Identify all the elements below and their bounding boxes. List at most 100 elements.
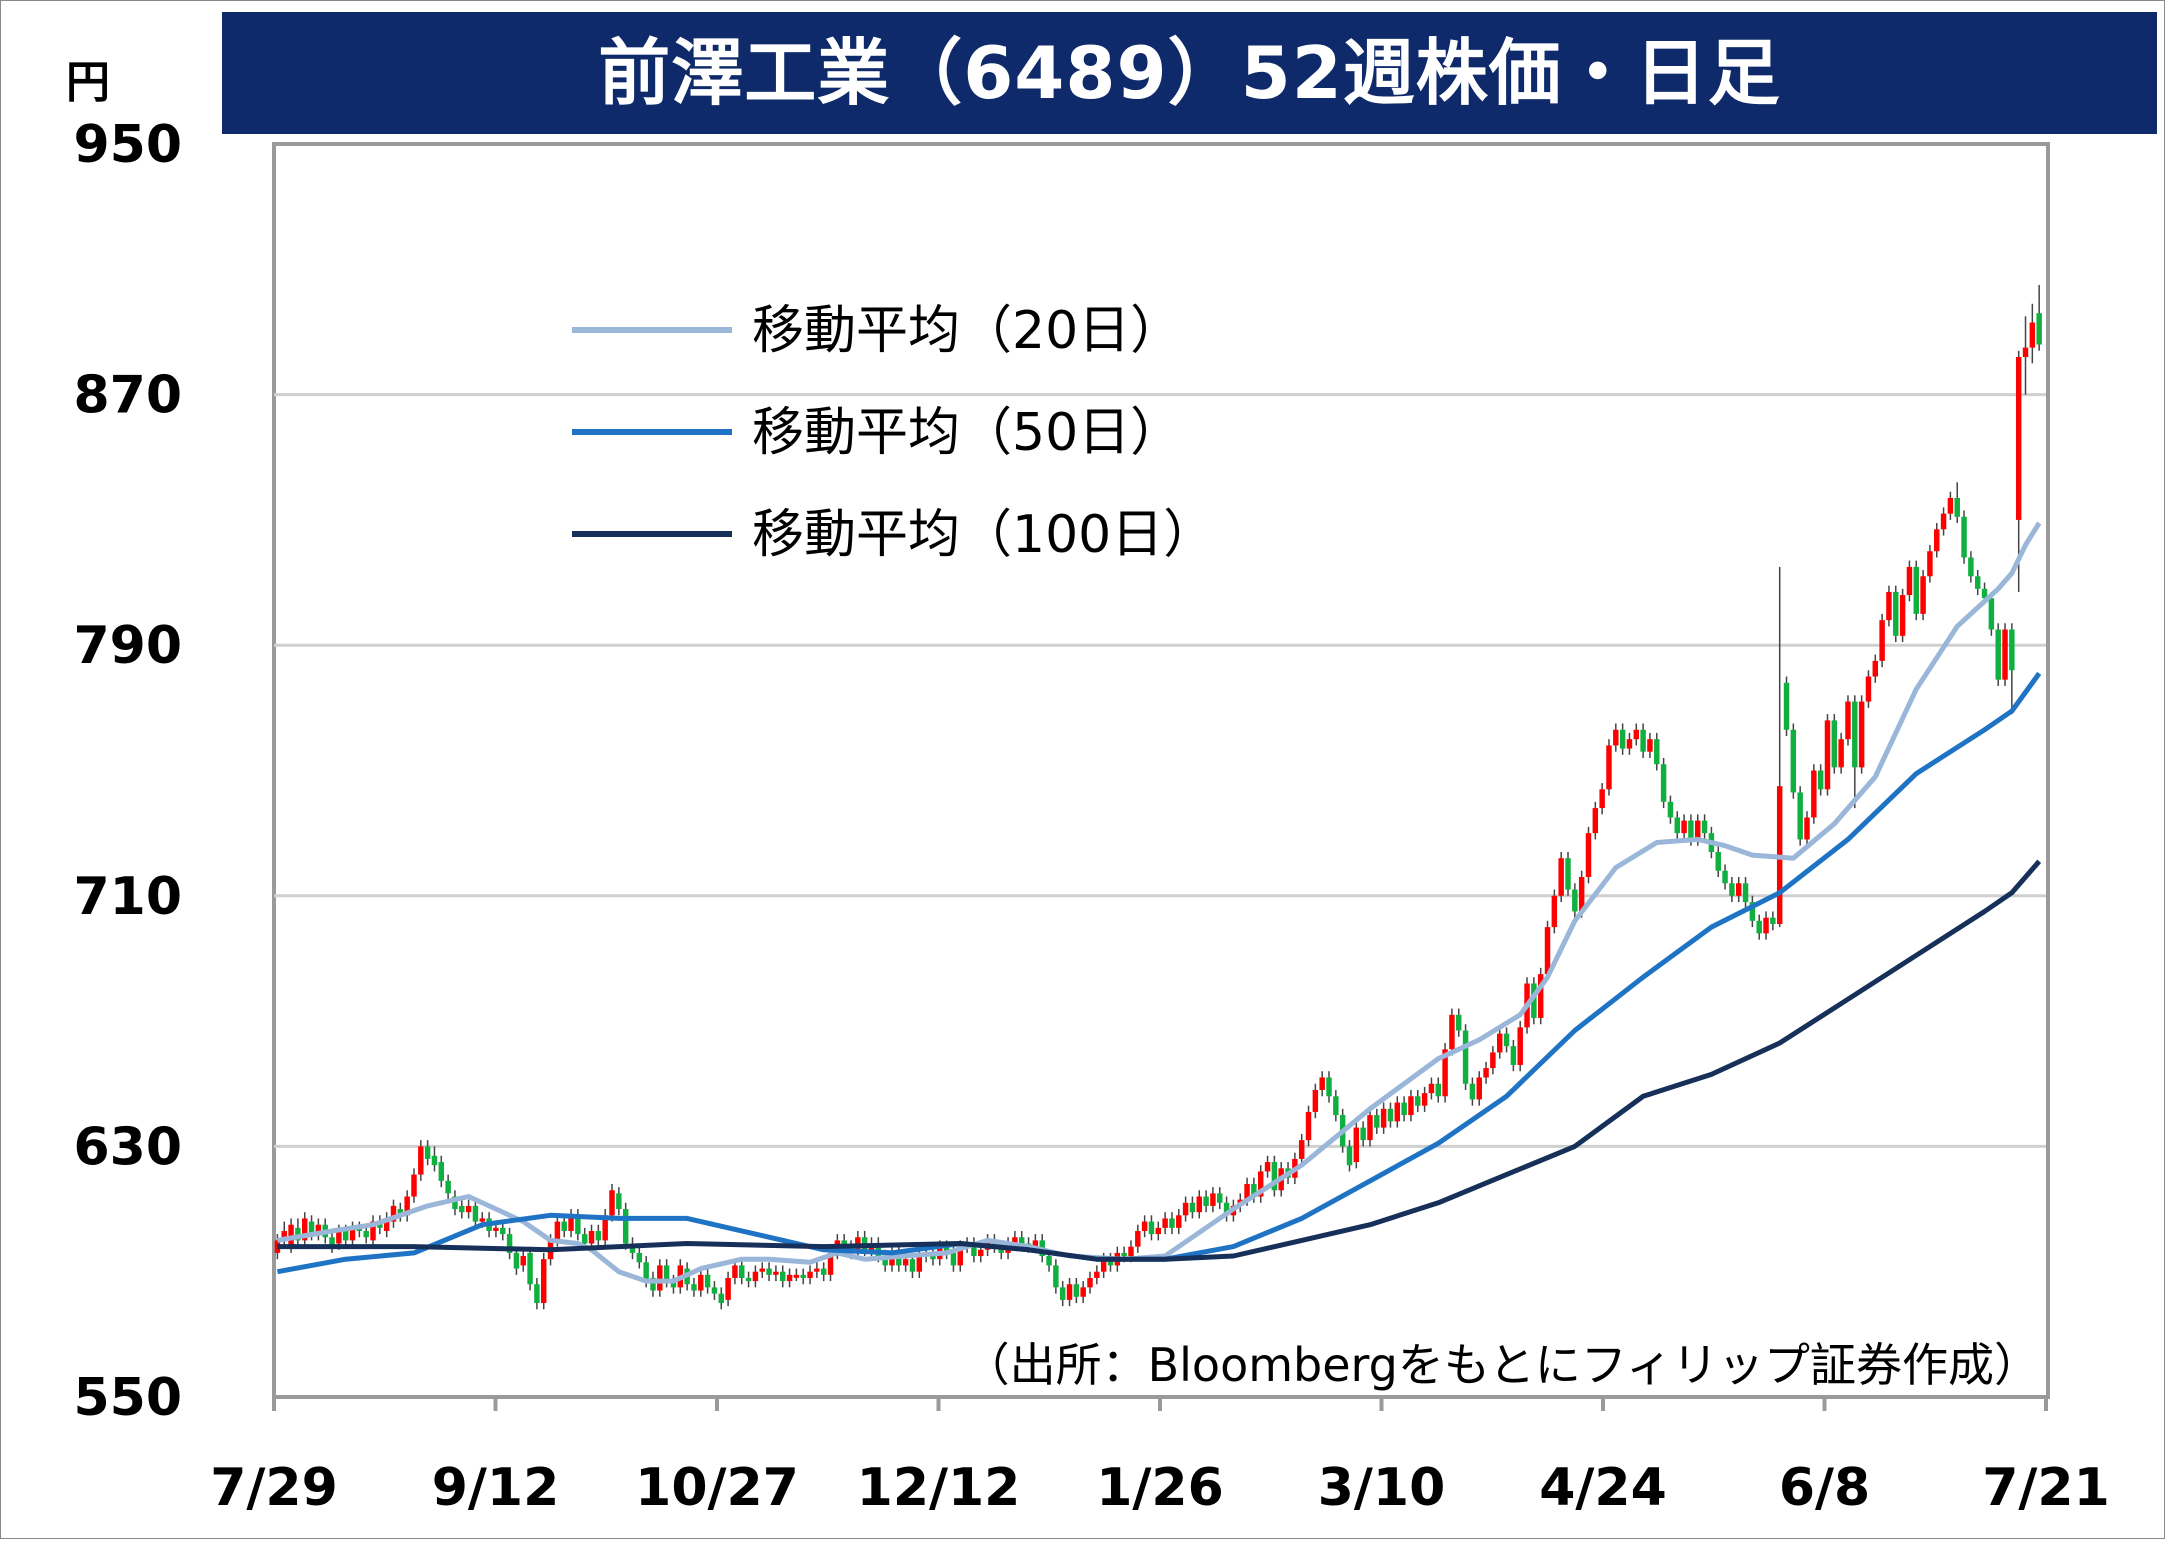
candle-down: [896, 1252, 902, 1266]
candle-up: [1763, 917, 1769, 934]
candle-up: [1476, 1077, 1482, 1100]
candle-down: [643, 1262, 649, 1282]
candle-up: [1449, 1014, 1455, 1050]
candle-down: [1995, 629, 2001, 680]
x-tick-label: 1/26: [1096, 1458, 1224, 1518]
source-note: （出所：Bloombergをもとにフィリップ証券作成）: [964, 1338, 2040, 1392]
x-tick-label: 10/27: [635, 1458, 799, 1518]
candle-up: [1824, 720, 1831, 790]
candle-up: [2015, 357, 2022, 520]
candle-up: [554, 1221, 561, 1241]
candle-up: [1804, 817, 1810, 840]
legend: 移動平均（20日） 移動平均（50日） 移動平均（100日）: [572, 301, 1215, 565]
candle-up: [1927, 551, 1933, 577]
candle-down: [1401, 1102, 1407, 1116]
candle-down: [581, 1234, 588, 1244]
candle-down: [909, 1259, 916, 1272]
candle-down: [295, 1227, 301, 1241]
candle-down: [1531, 983, 1537, 1018]
title-bar: [222, 12, 2157, 134]
candle-down: [1968, 557, 1974, 577]
candle-up: [2002, 629, 2008, 680]
candle-up: [1312, 1090, 1319, 1112]
candle-down: [445, 1180, 451, 1194]
candle-down: [1660, 764, 1667, 802]
candle-down: [1059, 1287, 1066, 1300]
candle-up: [1128, 1246, 1134, 1257]
candle-down: [1797, 792, 1803, 840]
candle-up: [1899, 595, 1906, 636]
legend-label-ma100: 移動平均（100日）: [752, 505, 1215, 565]
candle-down: [1469, 1083, 1476, 1100]
candle-down: [561, 1221, 567, 1231]
candle-down: [534, 1284, 540, 1304]
candle-down: [1271, 1162, 1278, 1191]
candle-up: [732, 1265, 738, 1278]
grid-lines: [274, 393, 2046, 1148]
candle-up: [1496, 1033, 1503, 1053]
candle-down: [459, 1205, 465, 1213]
candle-up: [465, 1205, 472, 1213]
candle-down: [1503, 1033, 1510, 1047]
candle-up: [1380, 1108, 1387, 1128]
candle-up: [1517, 1027, 1523, 1065]
candle-down: [670, 1281, 677, 1288]
candle-up: [1537, 974, 1544, 1018]
candle-up: [1811, 770, 1817, 818]
candle-down: [2036, 313, 2042, 345]
candle-up: [1613, 729, 1619, 746]
candle-down: [506, 1234, 513, 1253]
candle-down: [1223, 1202, 1230, 1216]
candle-down: [1688, 820, 1694, 840]
ma50-line: [276, 671, 2042, 1275]
candle-down: [636, 1252, 643, 1263]
candle-up: [540, 1259, 547, 1304]
candle-up: [1298, 1140, 1305, 1159]
candle-up: [1606, 745, 1612, 790]
x-tick-label: 6/8: [1779, 1458, 1870, 1518]
candle-up: [1865, 676, 1872, 702]
candle-up: [1032, 1240, 1039, 1247]
candle-down: [1640, 729, 1646, 752]
candle-up: [1367, 1115, 1373, 1141]
candle-up: [1872, 660, 1879, 677]
y-unit-label: 円: [66, 57, 110, 108]
candle-down: [1169, 1218, 1175, 1228]
candle-down: [745, 1277, 752, 1282]
candle-down: [943, 1246, 950, 1253]
candle-up: [1858, 701, 1865, 768]
candle-down: [622, 1209, 629, 1244]
candle-down: [1148, 1221, 1155, 1235]
candle-up: [1394, 1102, 1401, 1122]
candle-down: [1415, 1096, 1421, 1106]
y-tick-label: 870: [73, 366, 182, 426]
candle-down: [1701, 820, 1708, 834]
candle-up: [336, 1230, 342, 1244]
candle-down: [1107, 1259, 1114, 1266]
candle-down: [1565, 858, 1571, 890]
candle-down: [1742, 883, 1749, 903]
x-tick-label: 4/24: [1539, 1458, 1667, 1518]
moving-average-lines: [276, 521, 2042, 1284]
candle-up: [315, 1224, 322, 1235]
candle-up: [1578, 877, 1585, 912]
candle-down: [718, 1293, 724, 1304]
candle-down: [1674, 817, 1680, 834]
candle-up: [1490, 1052, 1496, 1069]
candle-down: [575, 1215, 581, 1235]
x-tick-label: 12/12: [857, 1458, 1021, 1518]
y-tick-label: 630: [73, 1117, 182, 1177]
x-tick-label: 7/21: [1982, 1458, 2110, 1518]
candle-up: [773, 1271, 779, 1275]
candle-down: [595, 1230, 602, 1241]
candle-down: [1053, 1265, 1059, 1288]
candle-up: [1920, 576, 1926, 614]
candle-up: [1906, 566, 1913, 596]
plot-area: [272, 142, 2050, 1399]
candle-up: [1408, 1096, 1414, 1116]
candle-down: [397, 1209, 404, 1216]
candle-up: [698, 1274, 704, 1291]
candle-up: [657, 1265, 663, 1291]
candle-up: [725, 1277, 731, 1300]
